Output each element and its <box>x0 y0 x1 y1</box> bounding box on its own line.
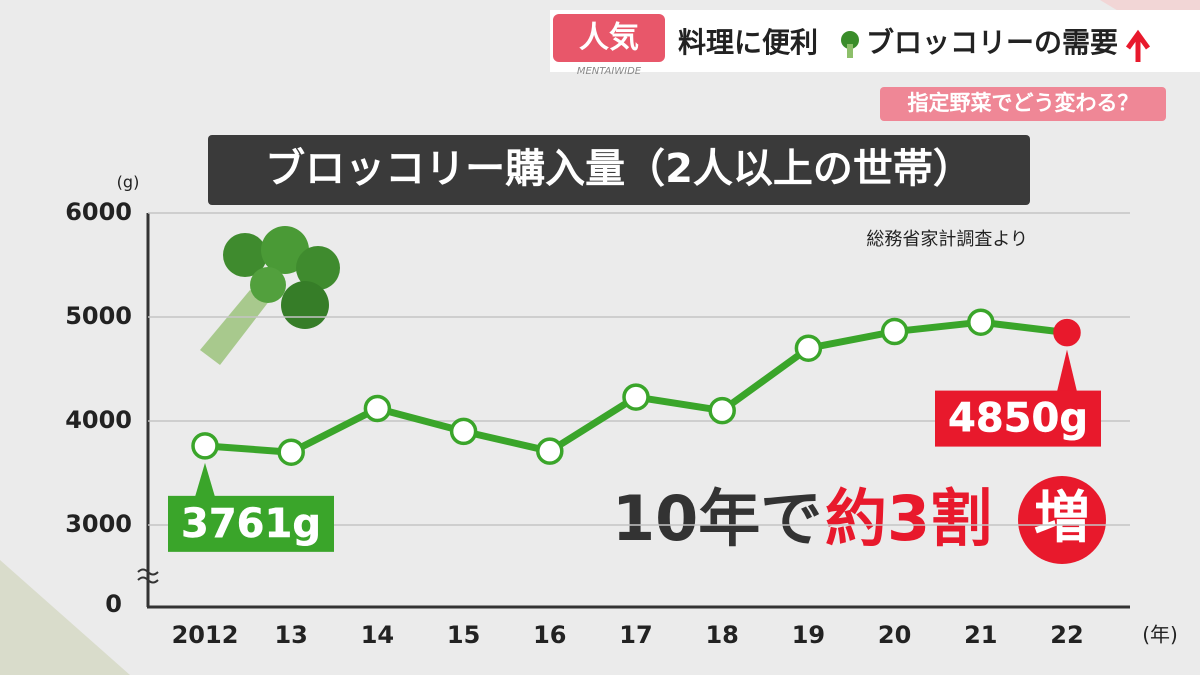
value-label: 4850g <box>948 396 1088 442</box>
x-tick-label: 16 <box>533 621 566 649</box>
y-tick-label: 6000 <box>65 198 132 226</box>
data-point <box>449 417 478 446</box>
broccoli-illustration <box>200 226 340 365</box>
x-tick-label: 17 <box>619 621 652 649</box>
data-point <box>191 432 219 460</box>
annotation-text: 増 <box>1034 486 1090 551</box>
x-unit: (年) <box>1142 623 1178 647</box>
x-tick-label: 19 <box>792 621 825 649</box>
x-tick-label: 13 <box>274 621 307 649</box>
callout-box <box>168 495 334 552</box>
tag-box <box>553 14 665 62</box>
data-point <box>277 438 305 466</box>
callout-pointer <box>195 462 215 497</box>
tag: 人気 <box>579 21 639 56</box>
up-arrow <box>1125 29 1151 62</box>
y-tick-label: 5000 <box>65 302 132 330</box>
y-tick-label: 3000 <box>65 510 132 538</box>
x-tick-label: 21 <box>964 621 997 649</box>
data-point <box>967 308 995 336</box>
source: 総務省家計調査より <box>866 229 1028 250</box>
x-tick-label: 18 <box>705 621 738 649</box>
annotation-text: 約3割 <box>825 482 992 555</box>
data-point <box>363 394 392 423</box>
annotation-badge <box>1018 476 1106 564</box>
data-point <box>1053 318 1081 347</box>
axis-break <box>137 568 159 584</box>
sub-box <box>880 87 1166 121</box>
callout-box <box>935 390 1101 447</box>
data-point <box>708 396 736 425</box>
x-tick-label: 15 <box>447 621 480 649</box>
data-point <box>536 437 564 465</box>
y-unit: (g) <box>117 173 140 192</box>
x-tick-label: 20 <box>878 621 911 649</box>
broccoli-icon <box>841 31 859 49</box>
callout-pointer <box>1057 349 1077 392</box>
headline: 料理に便利 <box>678 26 818 59</box>
brand: MENTAIWIDE <box>577 66 642 77</box>
data-point <box>622 383 650 411</box>
headline: ブロッコリーの需要 <box>866 26 1118 59</box>
y-tick-label: 4000 <box>65 406 132 434</box>
x-tick-label: 14 <box>361 621 394 649</box>
subheadline: 指定野菜でどう変わる？ <box>908 91 1139 115</box>
title-box <box>208 135 1030 205</box>
x-tick-label: 2012 <box>172 621 239 649</box>
data-point <box>880 317 909 346</box>
data-point <box>794 334 823 362</box>
corner-deco <box>0 560 130 675</box>
x-tick-label: 22 <box>1050 621 1083 649</box>
y-tick-label: 0 <box>105 590 122 618</box>
chart-title: ブロッコリー購入量（2人以上の世帯） <box>265 146 973 192</box>
value-label: 3761g <box>181 501 321 547</box>
annotation: 10年で 約3割増 <box>612 476 1106 564</box>
annotation-text: 10年で <box>612 482 822 555</box>
broccoli-icon <box>847 44 853 58</box>
